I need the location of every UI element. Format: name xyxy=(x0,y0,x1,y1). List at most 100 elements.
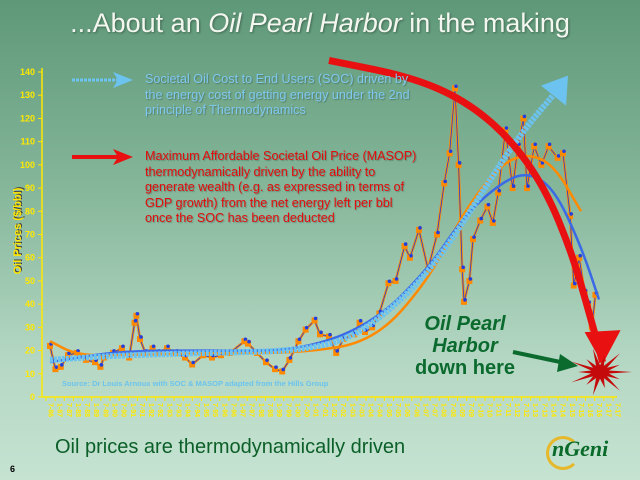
x-tick-label: 1-88 xyxy=(74,403,81,417)
slide-caption: Oil prices are thermodynamically driven xyxy=(55,436,406,458)
price-point-blue xyxy=(247,339,251,344)
x-tick-label: 7-96 xyxy=(229,403,236,417)
x-tick-label: 7-94 xyxy=(193,403,200,417)
x-tick-label: 1-07 xyxy=(421,403,428,417)
x-tick-label: 1-08 xyxy=(440,403,447,417)
price-point xyxy=(538,161,545,168)
x-tick-label: 7-87 xyxy=(65,403,72,417)
price-point-blue xyxy=(403,242,408,246)
price-point xyxy=(326,333,332,340)
y-tick-label: 30 xyxy=(25,322,35,332)
price-point xyxy=(570,282,577,289)
price-point xyxy=(576,254,583,261)
price-point-blue xyxy=(486,202,491,207)
price-point xyxy=(47,342,53,349)
x-tick-label: 7-00 xyxy=(303,403,310,417)
price-point xyxy=(286,356,293,363)
x-tick-label: 1-17 xyxy=(604,403,611,417)
price-point xyxy=(57,363,64,370)
x-tick-label: 1-12 xyxy=(513,403,520,417)
price-point xyxy=(279,368,286,375)
x-tick-label: 7-05 xyxy=(394,403,401,417)
price-point-blue xyxy=(304,325,309,330)
price-point xyxy=(459,266,466,273)
price-point xyxy=(452,85,458,92)
price-point xyxy=(83,356,89,363)
x-tick-label: 7-99 xyxy=(284,403,291,417)
price-point xyxy=(295,338,302,345)
price-point-blue xyxy=(468,277,473,281)
source-note: Source: Dr Louis Arnoux with SOC & MASOP… xyxy=(62,379,329,388)
x-tick-label: 7-98 xyxy=(266,403,273,417)
legend-soc: Societal Oil Cost to End Users (SOC) dri… xyxy=(145,72,410,118)
y-tick-label: 60 xyxy=(25,253,35,263)
price-point-blue xyxy=(243,337,248,342)
price-point-blue xyxy=(562,149,566,154)
price-point xyxy=(333,349,340,356)
x-tick-label: 1-10 xyxy=(476,403,483,417)
x-tick-label: 1-92 xyxy=(147,403,154,417)
pearl-harbor-annotation: Oil Pearl Harbor down here xyxy=(400,313,530,379)
price-point xyxy=(567,212,574,219)
price-point-blue xyxy=(448,149,453,154)
x-tick-label: 7-90 xyxy=(120,403,127,417)
x-tick-label: 1-06 xyxy=(403,403,410,417)
x-tick-label: 7-08 xyxy=(449,403,456,417)
x-tick-label: 7-09 xyxy=(467,403,474,417)
price-point xyxy=(263,359,269,366)
x-tick-label: 1-90 xyxy=(111,403,118,417)
price-point xyxy=(164,345,170,352)
price-point xyxy=(52,366,59,373)
price-point-blue xyxy=(288,356,293,360)
ngeni-logo: nGeni xyxy=(546,436,609,470)
price-point xyxy=(502,127,509,134)
price-point xyxy=(489,219,496,226)
price-point xyxy=(545,143,552,150)
x-tick-label: 1-91 xyxy=(129,403,136,417)
price-point-blue xyxy=(99,363,104,367)
price-point xyxy=(302,326,309,333)
price-point xyxy=(97,363,104,370)
price-point-blue xyxy=(492,219,496,223)
x-tick-label: 7-92 xyxy=(156,403,163,417)
y-tick-label: 50 xyxy=(25,276,35,286)
price-point xyxy=(520,115,527,122)
x-tick-label: 7-03 xyxy=(357,403,364,417)
page-number: 6 xyxy=(10,464,16,474)
logo-ring-icon xyxy=(546,436,580,470)
price-point-blue xyxy=(569,212,573,216)
x-tick-label: 7-12 xyxy=(522,403,529,417)
price-point-blue xyxy=(418,226,422,230)
x-tick-label: 7-10 xyxy=(485,403,492,417)
title-text: ...About an xyxy=(70,8,209,38)
price-point xyxy=(470,236,476,243)
explosion-splat-icon xyxy=(571,348,632,396)
price-point xyxy=(133,312,140,319)
x-tick-label: 1-96 xyxy=(220,403,227,417)
x-tick-label: 7-11 xyxy=(504,403,511,417)
logo-text: nGeni xyxy=(552,436,609,461)
price-point xyxy=(509,185,516,192)
x-tick-label: 1-98 xyxy=(257,403,264,417)
price-point xyxy=(524,185,530,192)
x-tick-label: 1-00 xyxy=(293,403,300,417)
price-point xyxy=(441,180,448,187)
pearl-pointer-arrowhead-icon xyxy=(557,354,578,372)
price-point xyxy=(369,324,376,331)
price-point-blue xyxy=(387,279,392,284)
price-point-blue xyxy=(497,188,502,193)
price-point-blue xyxy=(319,330,323,335)
price-point-blue xyxy=(265,358,269,362)
x-tick-label: 1-15 xyxy=(568,403,575,417)
price-point xyxy=(461,298,467,305)
price-point xyxy=(137,335,143,342)
price-point-blue xyxy=(67,351,71,356)
price-point-blue xyxy=(121,344,125,349)
price-point-blue xyxy=(457,161,462,165)
price-point-blue xyxy=(166,344,170,349)
price-point-blue xyxy=(443,179,448,184)
y-tick-label: 70 xyxy=(25,230,35,240)
price-point-blue xyxy=(573,281,577,286)
x-tick-label: 1-14 xyxy=(549,403,556,417)
x-tick-label: 1-03 xyxy=(348,403,355,417)
